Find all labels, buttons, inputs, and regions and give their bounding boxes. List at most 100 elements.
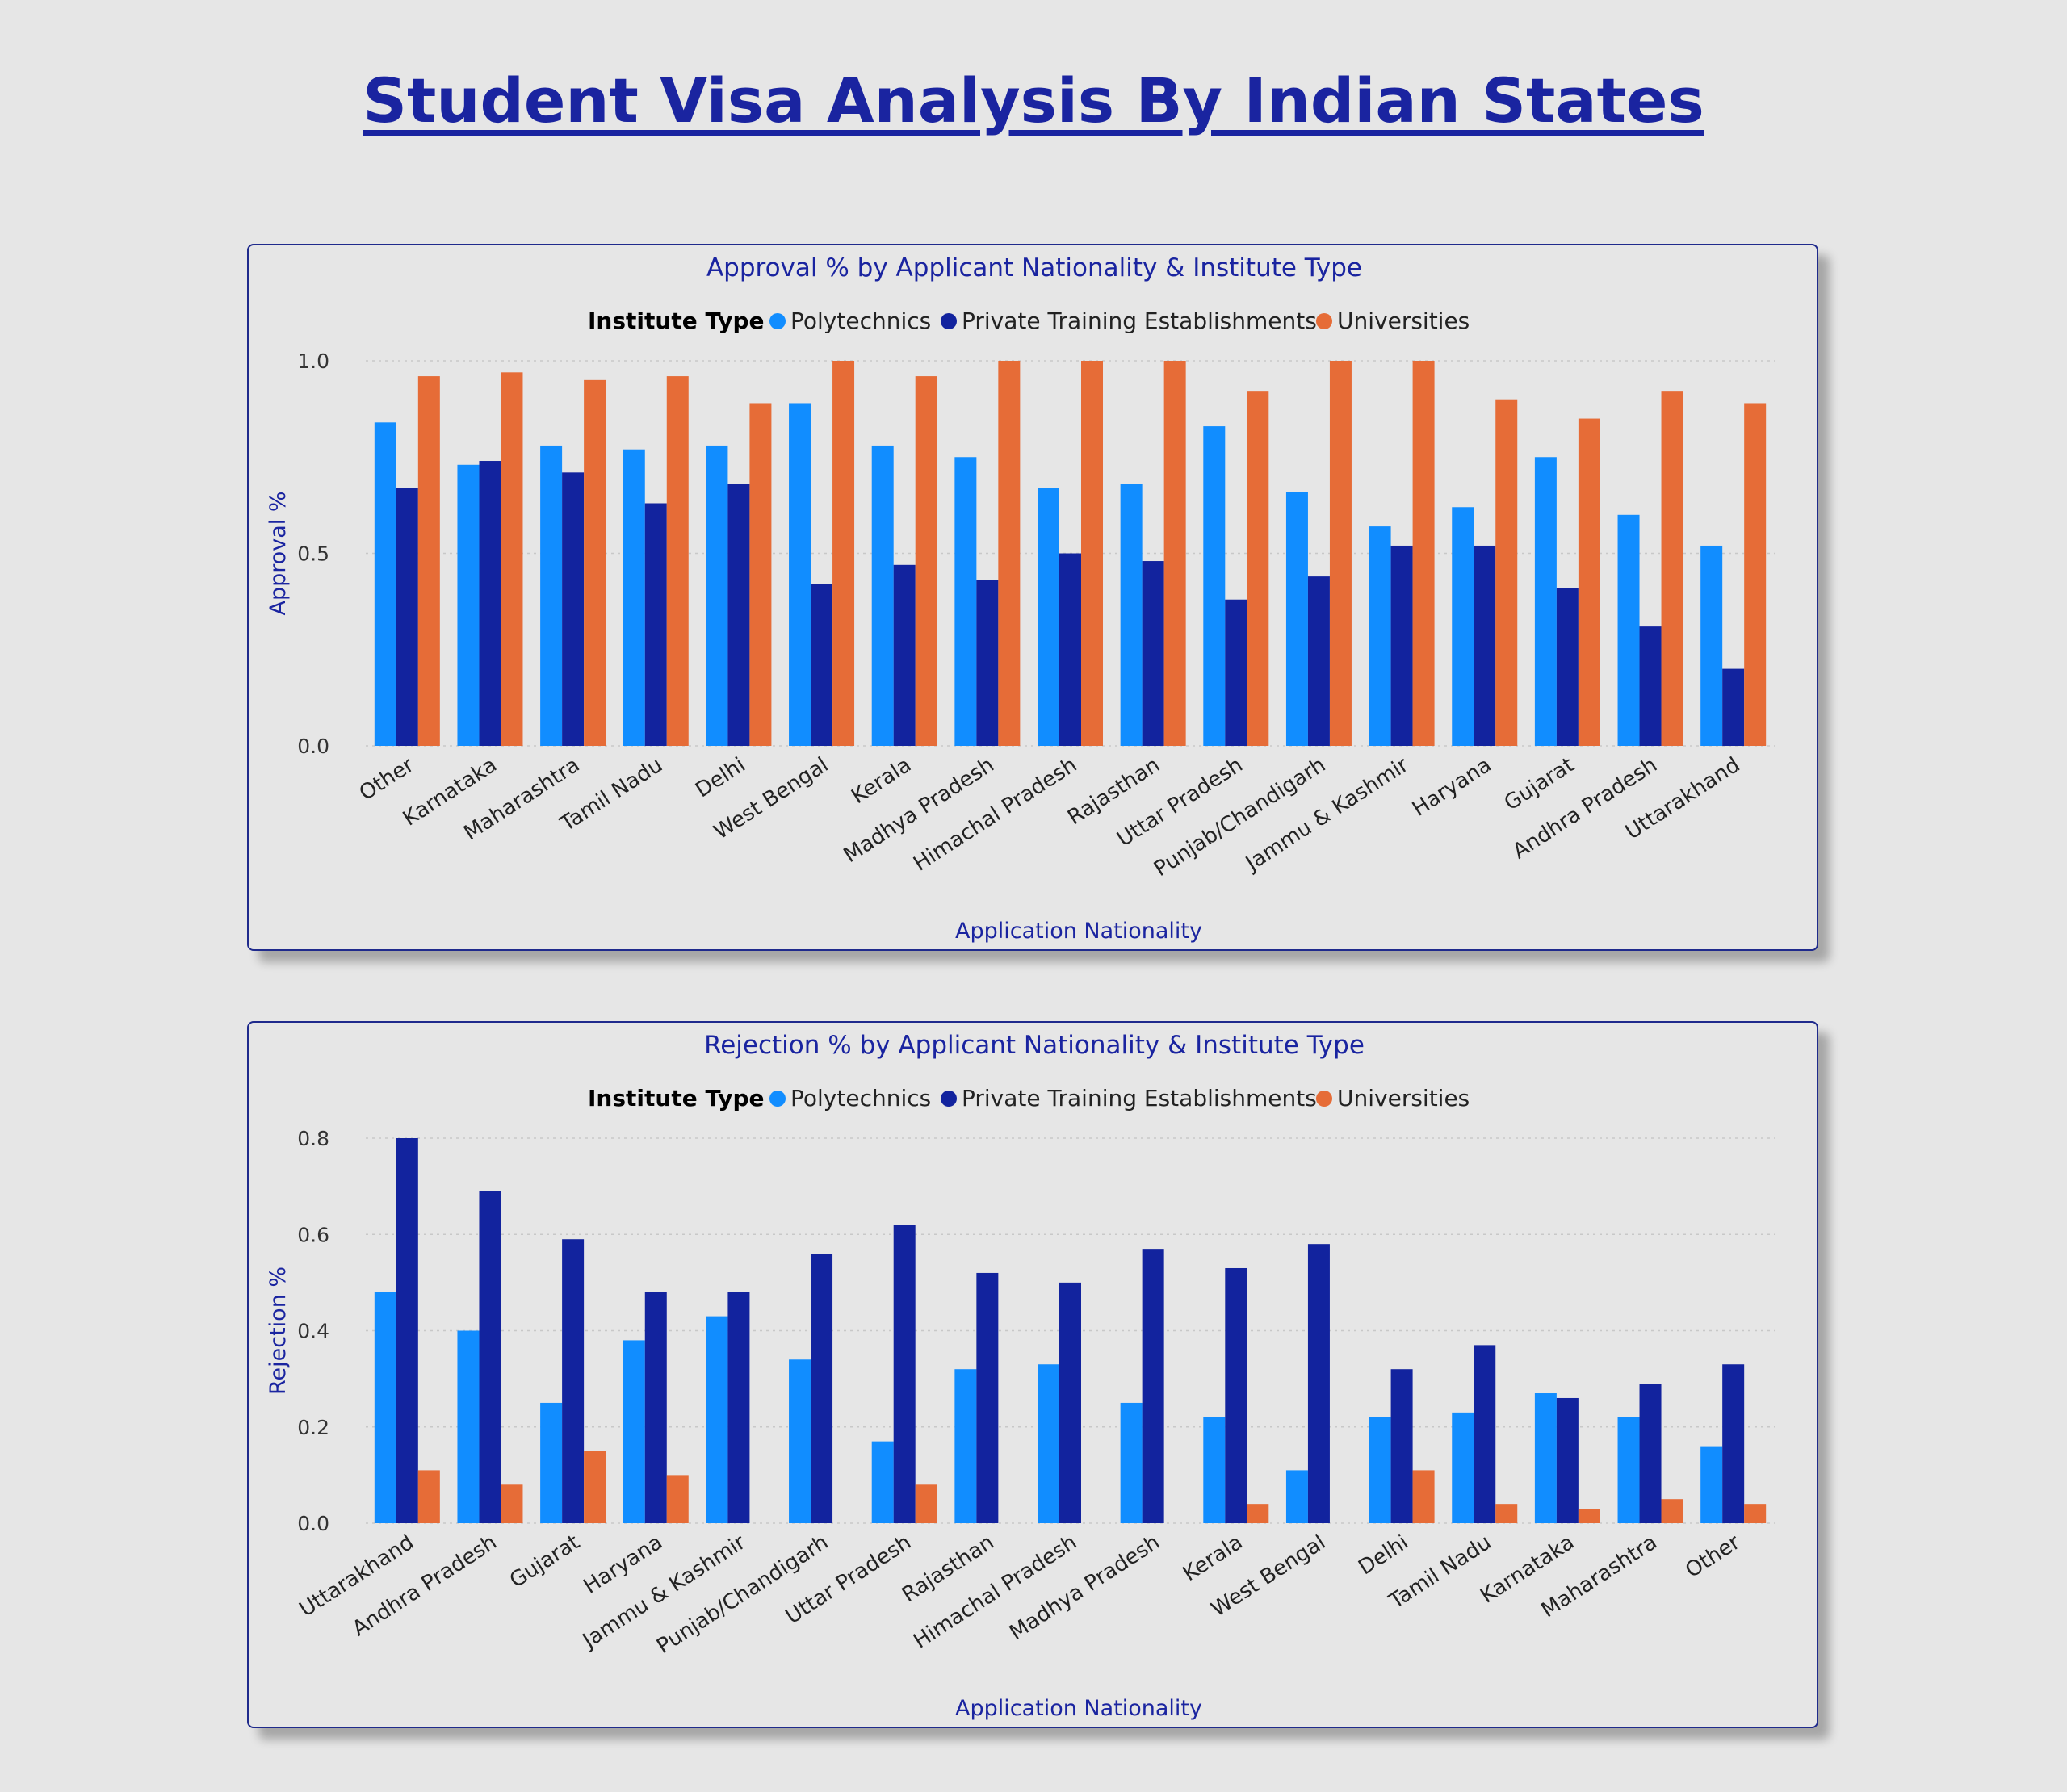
bar-private-training-establishments-uttar-pradesh (893, 1225, 916, 1523)
bar-universities-uttarakhand (417, 1470, 440, 1523)
bar-universities-other (1744, 1504, 1767, 1523)
bar-polytechnics-tamil-nadu (1452, 1412, 1474, 1523)
bar-private-training-establishments-madhya-pradesh (976, 580, 999, 746)
bar-private-training-establishments-other (1722, 1364, 1745, 1523)
bar-polytechnics-west-bengal (1285, 1470, 1308, 1523)
bar-polytechnics-uttarakhand (1700, 545, 1723, 746)
bar-private-training-establishments-rajasthan (976, 1272, 999, 1523)
bar-private-training-establishments-haryana (1474, 545, 1496, 746)
bar-universities-punjab-chandigarh (1329, 361, 1352, 746)
bar-polytechnics-west-bengal (789, 403, 811, 746)
bar-private-training-establishments-himachal-pradesh (1059, 1282, 1081, 1523)
bar-universities-delhi (1412, 1470, 1435, 1523)
bar-polytechnics-jammu-kashmir (706, 1316, 728, 1523)
legend-marker-universities (1316, 313, 1332, 329)
bar-polytechnics-gujarat (540, 1402, 563, 1523)
bar-universities-other (417, 376, 440, 746)
bar-private-training-establishments-madhya-pradesh (1142, 1249, 1164, 1523)
bar-universities-uttar-pradesh (1247, 391, 1269, 746)
bar-universities-west-bengal (832, 361, 855, 746)
bar-polytechnics-rajasthan (1120, 484, 1143, 746)
bar-private-training-establishments-rajasthan (1142, 561, 1164, 746)
bar-polytechnics-gujarat (1534, 457, 1557, 746)
bar-polytechnics-madhya-pradesh (954, 457, 977, 746)
legend-label-private-training-establishments: Private Training Establishments (962, 1085, 1317, 1112)
x-tick-label: Andhra Pradesh (1508, 753, 1662, 865)
bar-universities-andhra-pradesh (1661, 391, 1683, 746)
bar-universities-gujarat (584, 1451, 606, 1523)
bar-private-training-establishments-jammu-kashmir (727, 1292, 750, 1523)
legend-title: Institute Type (588, 1085, 765, 1112)
y-tick-label: 0.0 (297, 735, 329, 758)
y-tick-label: 0.5 (297, 542, 329, 566)
x-tick-label: Kerala (847, 753, 916, 810)
bar-private-training-establishments-uttarakhand (396, 1138, 418, 1523)
bar-universities-haryana (666, 1475, 689, 1523)
legend-marker-polytechnics (769, 313, 786, 329)
bar-universities-gujarat (1578, 418, 1600, 746)
bar-polytechnics-delhi (1369, 1417, 1391, 1523)
bar-private-training-establishments-himachal-pradesh (1059, 553, 1081, 746)
bar-polytechnics-maharashtra (1617, 1417, 1640, 1523)
bar-polytechnics-other (1700, 1446, 1723, 1523)
bar-universities-tamil-nadu (1495, 1504, 1518, 1523)
bar-private-training-establishments-tamil-nadu (644, 503, 667, 746)
legend: Institute Type Polytechnics Private Traini… (588, 308, 1470, 334)
bar-polytechnics-jammu-kashmir (1369, 526, 1391, 746)
x-tick-label: Other (1681, 1530, 1745, 1584)
chart-title: Approval % by Applicant Nationality & In… (706, 253, 1362, 283)
bar-universities-himachal-pradesh (1081, 361, 1103, 746)
bar-polytechnics-madhya-pradesh (1120, 1402, 1143, 1523)
bar-private-training-establishments-punjab-chandigarh (1307, 576, 1330, 746)
bar-polytechnics-other (374, 422, 396, 746)
x-tick-label: Haryana (1408, 753, 1496, 822)
y-tick-label: 0.2 (297, 1416, 329, 1439)
bar-private-training-establishments-west-bengal (811, 584, 833, 746)
bar-polytechnics-maharashtra (540, 445, 563, 746)
legend-marker-universities (1316, 1091, 1332, 1107)
bar-polytechnics-andhra-pradesh (457, 1330, 480, 1523)
bar-universities-andhra-pradesh (501, 1484, 523, 1523)
y-axis-label: Rejection % (266, 1267, 291, 1395)
x-tick-label: Andhra Pradesh (348, 1530, 501, 1642)
bar-private-training-establishments-jammu-kashmir (1390, 545, 1413, 746)
legend-title: Institute Type (588, 308, 765, 334)
bar-universities-kerala (1247, 1504, 1269, 1523)
bar-polytechnics-himachal-pradesh (1038, 488, 1059, 746)
bar-private-training-establishments-uttarakhand (1722, 668, 1745, 746)
bar-polytechnics-haryana (1452, 507, 1474, 746)
bar-polytechnics-tamil-nadu (623, 449, 645, 746)
bar-private-training-establishments-karnataka (1556, 1397, 1579, 1523)
bar-private-training-establishments-haryana (644, 1292, 667, 1523)
bar-private-training-establishments-kerala (1225, 1267, 1247, 1523)
bar-polytechnics-rajasthan (954, 1369, 977, 1523)
bar-universities-madhya-pradesh (998, 361, 1021, 746)
bar-private-training-establishments-kerala (893, 564, 916, 746)
approval-chart: Approval % by Applicant Nationality & In… (266, 253, 1775, 944)
bar-polytechnics-haryana (623, 1340, 645, 1523)
bar-polytechnics-delhi (706, 445, 728, 746)
bar-universities-rajasthan (1163, 361, 1186, 746)
bar-universities-tamil-nadu (666, 376, 689, 746)
bar-private-training-establishments-karnataka (479, 461, 501, 746)
bar-universities-uttar-pradesh (915, 1484, 937, 1523)
approval-chart-card: Approval % by Applicant Nationality & In… (247, 244, 1818, 951)
bar-universities-kerala (915, 376, 937, 746)
bar-universities-karnataka (501, 372, 523, 746)
bar-universities-maharashtra (584, 379, 606, 746)
x-tick-label: Other (355, 753, 419, 806)
bar-private-training-establishments-punjab-chandigarh (811, 1254, 833, 1523)
bar-private-training-establishments-maharashtra (1639, 1384, 1662, 1523)
legend-label-universities: Universities (1337, 1085, 1470, 1112)
y-tick-label: 0.6 (297, 1223, 329, 1246)
bar-polytechnics-punjab-chandigarh (789, 1359, 811, 1523)
bar-polytechnics-uttar-pradesh (1203, 426, 1226, 746)
bar-private-training-establishments-andhra-pradesh (479, 1191, 501, 1523)
bar-private-training-establishments-tamil-nadu (1474, 1345, 1496, 1523)
bar-universities-karnataka (1578, 1509, 1600, 1523)
bar-private-training-establishments-gujarat (562, 1239, 585, 1523)
legend-label-polytechnics: Polytechnics (790, 1085, 931, 1112)
x-axis-label: Application Nationality (955, 919, 1202, 944)
bar-polytechnics-andhra-pradesh (1617, 514, 1640, 746)
rejection-chart-card: Rejection % by Applicant Nationality & I… (247, 1021, 1818, 1728)
